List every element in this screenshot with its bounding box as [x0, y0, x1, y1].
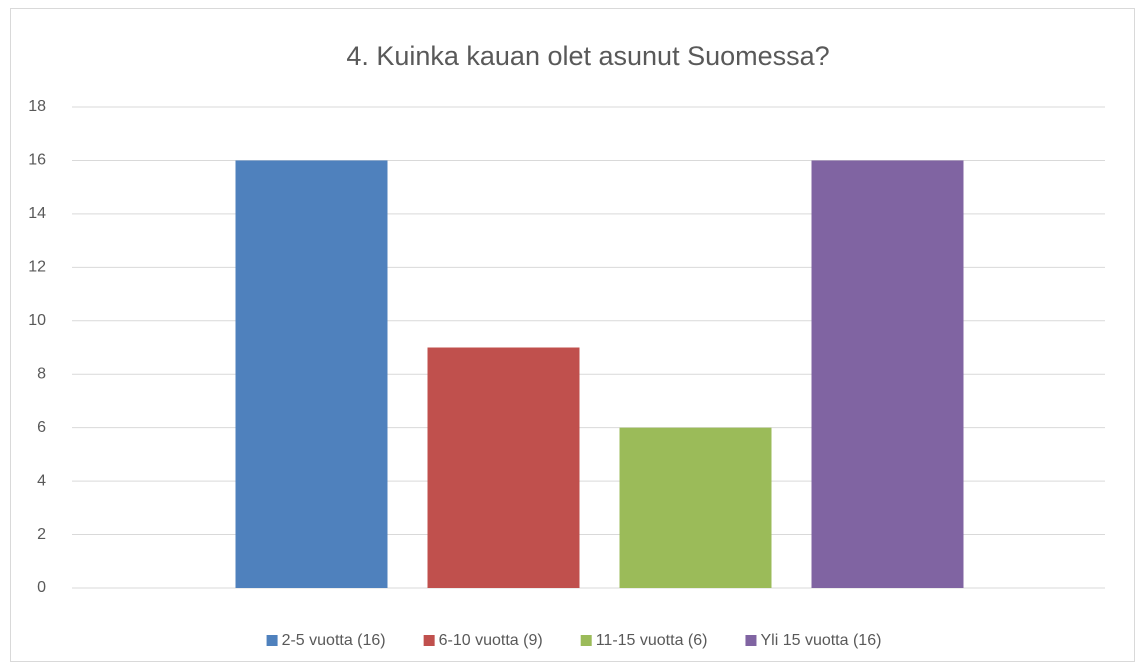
bar	[811, 160, 964, 588]
y-tick-label: 2	[37, 526, 46, 543]
y-tick-label: 4	[37, 472, 46, 489]
legend-label: 6-10 vuotta (9)	[439, 632, 543, 649]
legend-label: 2-5 vuotta (16)	[282, 632, 386, 649]
chart-title: 4. Kuinka kauan olet asunut Suomessa?	[346, 41, 829, 71]
legend-swatch	[423, 635, 435, 646]
y-tick-label: 10	[28, 312, 46, 329]
legend-label: 11-15 vuotta (6)	[596, 632, 708, 649]
bar	[235, 160, 388, 588]
y-tick-label: 12	[28, 259, 46, 276]
y-tick-label: 16	[28, 152, 46, 169]
y-tick-label: 14	[28, 205, 46, 222]
y-tick-label: 18	[28, 98, 46, 115]
legend-label: Yli 15 vuotta (16)	[760, 632, 881, 649]
y-tick-label: 6	[37, 419, 46, 436]
legend-swatch	[266, 635, 278, 646]
bar	[619, 427, 772, 588]
y-tick-label: 0	[37, 579, 46, 596]
legend-swatch	[580, 635, 592, 646]
bar	[427, 347, 580, 588]
legend-swatch	[745, 635, 757, 646]
y-tick-label: 8	[37, 365, 46, 382]
